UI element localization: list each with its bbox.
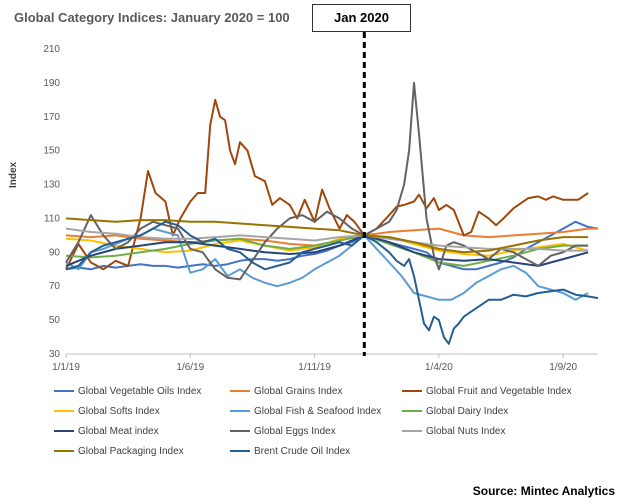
legend-swatch xyxy=(54,390,74,393)
legend-item-softs: Global Softs Index xyxy=(54,406,160,417)
legend-swatch xyxy=(230,390,250,393)
x-tick-label: 1/4/20 xyxy=(425,362,453,373)
legend-label: Global Dairy Index xyxy=(426,406,509,417)
legend-swatch xyxy=(54,450,74,453)
legend-item-eggs: Global Eggs Index xyxy=(230,426,336,437)
legend-label: Global Meat index xyxy=(78,426,159,437)
series-line-brent-crude-oil-index xyxy=(65,220,599,345)
legend-swatch xyxy=(402,430,422,433)
legend-label: Global Fruit and Vegetable Index xyxy=(426,386,572,397)
y-tick-label: 30 xyxy=(49,349,61,360)
legend-label: Global Nuts Index xyxy=(426,426,506,437)
legend-item-dairy: Global Dairy Index xyxy=(402,406,508,417)
legend-label: Global Softs Index xyxy=(78,406,160,417)
y-tick-label: 70 xyxy=(49,281,61,292)
legend-label: Brent Crude Oil Index xyxy=(254,446,351,457)
x-tick-label: 1/9/20 xyxy=(549,362,577,373)
x-tick-label: 1/11/19 xyxy=(298,362,331,373)
legend-swatch xyxy=(402,410,422,413)
legend-swatch xyxy=(402,390,422,393)
legend-item-meat: Global Meat index xyxy=(54,426,159,437)
y-tick-label: 150 xyxy=(43,146,60,157)
legend-swatch xyxy=(230,410,250,413)
series-line-global-fruit-and-vegetable-index xyxy=(65,98,589,271)
legend-item-fish-seafood: Global Fish & Seafood Index xyxy=(230,406,381,417)
legend-item-nuts: Global Nuts Index xyxy=(402,426,506,437)
y-tick-label: 210 xyxy=(43,44,60,55)
legend-item-vegetable-oils: Global Vegetable Oils Index xyxy=(54,386,201,397)
x-tick-label: 1/6/19 xyxy=(176,362,204,373)
series-line-global-eggs-index xyxy=(65,81,589,281)
series-line-global-meat-index xyxy=(65,234,589,267)
jan-2020-callout: Jan 2020 xyxy=(312,4,411,32)
legend-label: Global Eggs Index xyxy=(254,426,336,437)
legend-swatch xyxy=(230,430,250,433)
legend-label: Global Grains Index xyxy=(254,386,343,397)
series-line-global-packaging-index xyxy=(65,217,589,254)
legend-item-fruit-vegetable: Global Fruit and Vegetable Index xyxy=(402,386,572,397)
legend-item-packaging: Global Packaging Index xyxy=(54,446,184,457)
legend-swatch xyxy=(54,410,74,413)
legend-item-brent-crude: Brent Crude Oil Index xyxy=(230,446,350,457)
y-tick-label: 90 xyxy=(49,247,61,258)
legend-swatch xyxy=(54,430,74,433)
legend-label: Global Packaging Index xyxy=(78,446,184,457)
y-tick-label: 50 xyxy=(49,315,61,326)
legend-label: Global Fish & Seafood Index xyxy=(254,406,382,417)
y-tick-label: 190 xyxy=(43,78,60,89)
y-tick-label: 170 xyxy=(43,112,60,123)
legend-label: Global Vegetable Oils Index xyxy=(78,386,202,397)
x-tick-label: 1/1/19 xyxy=(52,362,80,373)
series-line-global-dairy-index xyxy=(65,234,589,267)
y-tick-label: 110 xyxy=(44,213,60,224)
source-note: Source: Mintec Analytics xyxy=(472,484,615,498)
chart-title: Global Category Indices: January 2020 = … xyxy=(14,10,290,25)
y-tick-label: 130 xyxy=(43,180,60,191)
legend-swatch xyxy=(230,450,250,453)
legend-item-grains: Global Grains Index xyxy=(230,386,342,397)
